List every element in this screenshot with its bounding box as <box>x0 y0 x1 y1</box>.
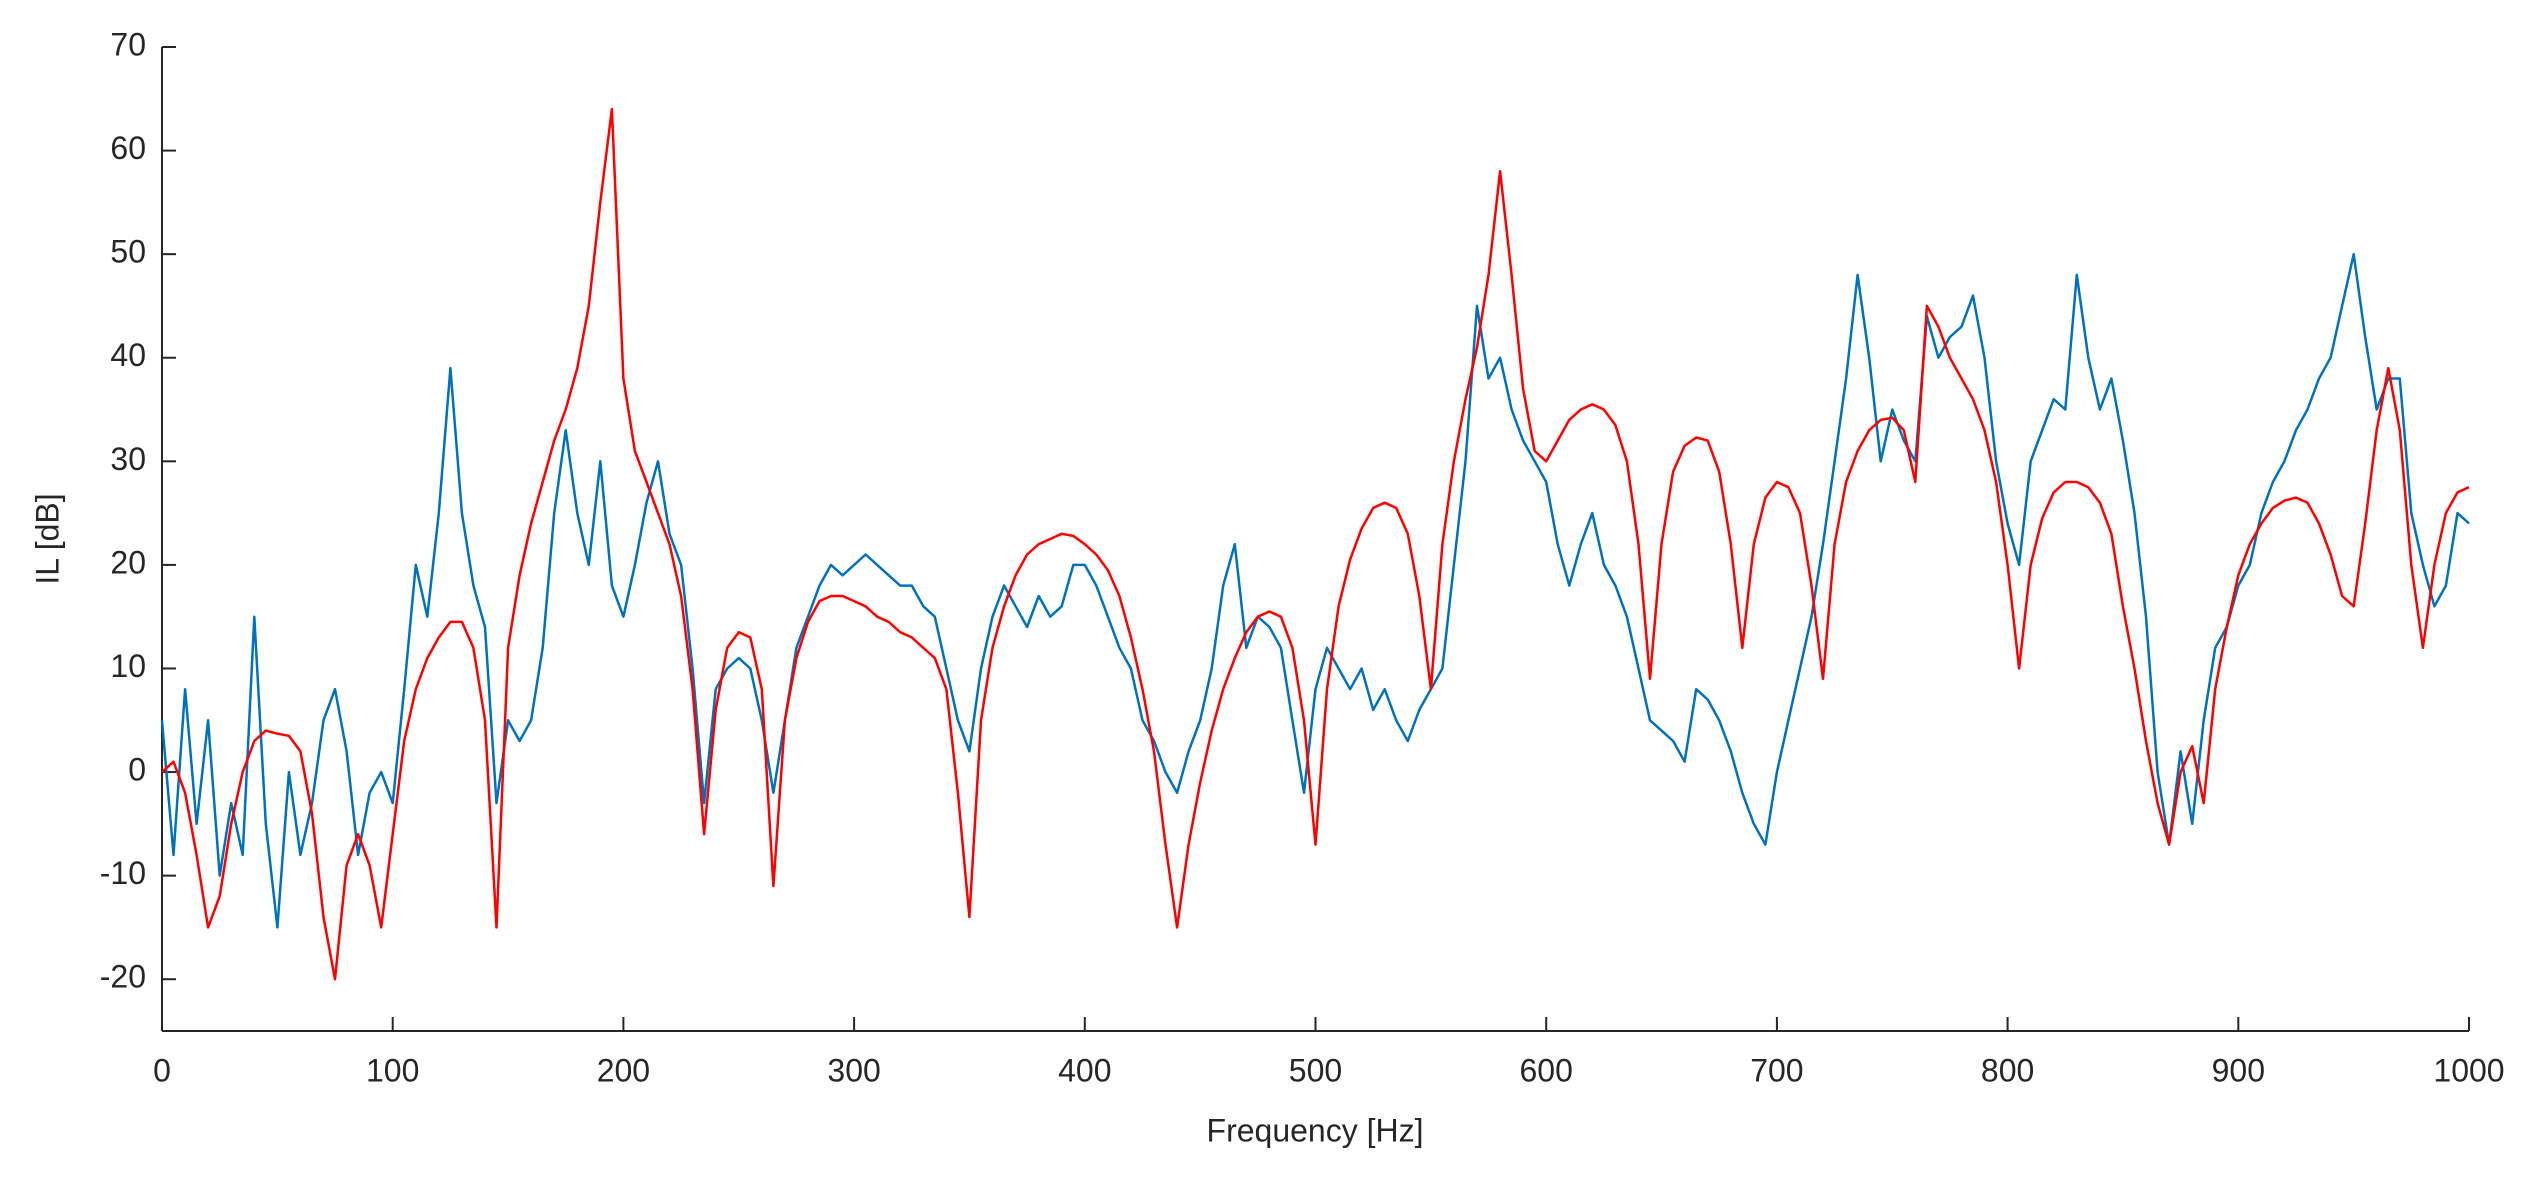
x-tick-label: 200 <box>597 1052 650 1088</box>
x-tick-label: 600 <box>1520 1052 1573 1088</box>
x-tick-label: 300 <box>827 1052 880 1088</box>
y-tick-label: 60 <box>110 130 146 166</box>
x-tick-label: 400 <box>1058 1052 1111 1088</box>
x-tick-label: 100 <box>366 1052 419 1088</box>
series-line <box>161 107 2470 981</box>
y-tick-label: 0 <box>128 752 146 788</box>
y-tick-label: 10 <box>110 648 146 684</box>
y-tick-label: -10 <box>100 855 146 891</box>
x-tick-label: 700 <box>1750 1052 1803 1088</box>
y-tick-label: 70 <box>110 26 146 62</box>
x-tick-label: 0 <box>153 1052 171 1088</box>
y-tick-label: 40 <box>110 337 146 373</box>
x-tick-label: 500 <box>1289 1052 1342 1088</box>
y-tick-label: -20 <box>100 959 146 995</box>
x-tick-label: 800 <box>1981 1052 2034 1088</box>
y-axis-label: IL [dB] <box>29 493 65 584</box>
series-line <box>160 252 2470 929</box>
y-tick-label: 50 <box>110 234 146 270</box>
y-tick-label: 30 <box>110 441 146 477</box>
x-tick-label: 1000 <box>2433 1052 2504 1088</box>
x-axis-label: Frequency [Hz] <box>1207 1112 1424 1148</box>
x-tick-label: 900 <box>2212 1052 2265 1088</box>
y-tick-label: 20 <box>110 544 146 580</box>
